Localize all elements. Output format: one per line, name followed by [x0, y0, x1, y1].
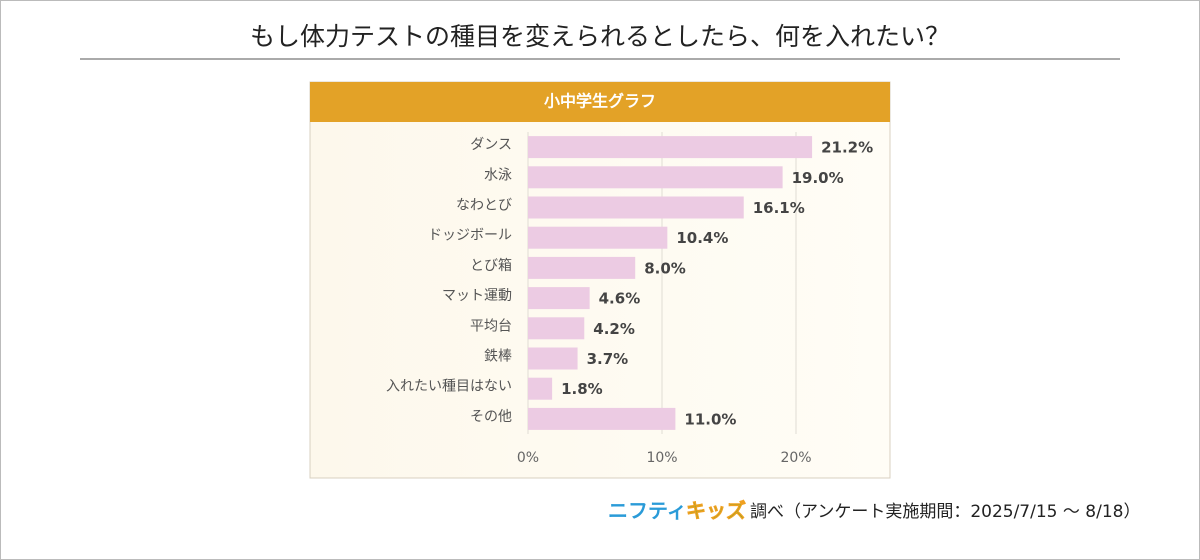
x-tick-label: 20%	[780, 450, 811, 466]
value-label: 4.6%	[599, 290, 641, 308]
value-label: 16.1%	[753, 199, 805, 217]
y-tick-label: ダンス	[470, 137, 512, 153]
value-label: 4.2%	[593, 320, 635, 338]
y-tick-label: その他	[470, 409, 512, 425]
chart-subtitle: 小中学生グラフ	[544, 92, 656, 111]
bar	[528, 317, 585, 340]
source-logo: キッズ	[686, 499, 746, 523]
bar	[528, 407, 676, 430]
bar	[528, 226, 668, 249]
value-label: 19.0%	[792, 169, 844, 187]
value-label: 8.0%	[644, 259, 686, 277]
chart-title: もし体力テストの種目を変えられるとしたら、何を入れたい？	[250, 22, 950, 51]
bar	[528, 347, 578, 370]
bar	[528, 196, 744, 219]
bar	[528, 377, 553, 400]
y-tick-label: 平均台	[470, 318, 512, 334]
panel-header	[310, 82, 890, 122]
source-note: 調べ（アンケート実施期間：2025/7/15 ～ 8/18）	[750, 502, 1140, 522]
value-label: 3.7%	[587, 350, 629, 368]
source-logo: ニフティ	[608, 499, 687, 523]
value-label: 11.0%	[684, 410, 736, 428]
y-tick-label: ドッジボール	[428, 228, 512, 244]
y-tick-label: 入れたい種目はない	[386, 379, 512, 395]
y-tick-label: なわとび	[456, 198, 512, 214]
y-tick-label: 鉄棒	[484, 349, 512, 365]
y-tick-label: とび箱	[470, 258, 512, 274]
value-label: 10.4%	[676, 229, 728, 247]
bar	[528, 256, 636, 279]
value-label: 1.8%	[561, 380, 603, 398]
bar	[528, 136, 813, 159]
bar	[528, 287, 590, 310]
y-tick-label: 水泳	[484, 167, 512, 183]
plot: 0% 10% 20% ダンス 21.2% 水泳 19.0% なわとび 16.1% ドッジボール 10…	[386, 132, 873, 466]
bar	[528, 166, 783, 189]
x-tick-label: 0%	[517, 450, 539, 466]
value-label: 21.2%	[821, 139, 873, 157]
x-tick-label: 10%	[646, 450, 677, 466]
y-tick-label: マット運動	[442, 288, 512, 304]
